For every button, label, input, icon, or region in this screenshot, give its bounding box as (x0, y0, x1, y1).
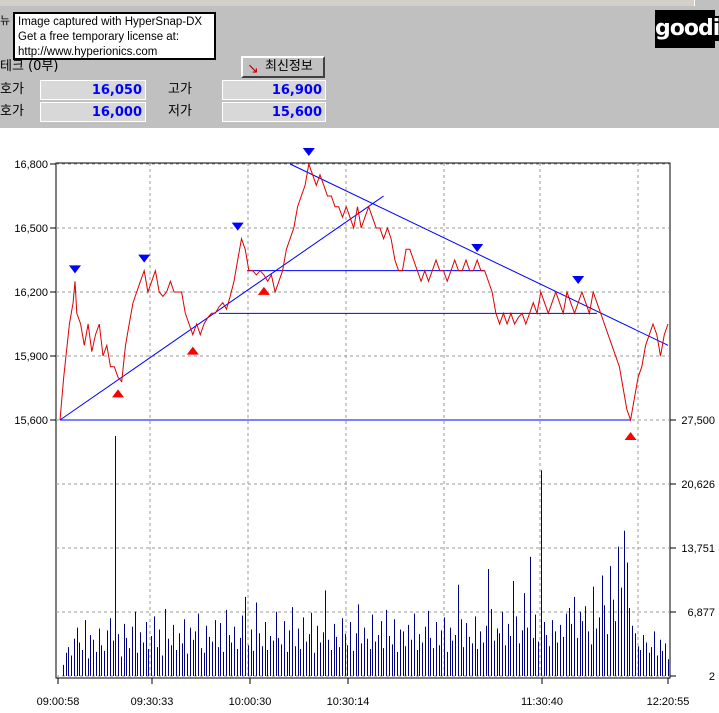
price-tick-label: 16,800 (14, 159, 48, 171)
time-tick-label: 10:00:30 (229, 696, 272, 708)
buy-signal-arrow (111, 389, 124, 398)
sell-signal-arrow (572, 276, 585, 284)
price-tick-label: 16,500 (14, 223, 48, 235)
watermark-line-2: Get a free temporary license at: (18, 31, 180, 43)
high-label: 고가 (146, 80, 222, 100)
time-tick-label: 12:20:55 (647, 696, 690, 708)
refresh-arrow-icon: ↘ (247, 61, 259, 77)
trend-line (59, 195, 384, 421)
watermark-line-1: Image captured with HyperSnap-DX (18, 16, 203, 28)
volume-axis: 27,500 20,626 13,751 6,877 2 (670, 415, 715, 683)
toolbar-label: 뉴 (0, 14, 11, 27)
hypersnap-watermark: Image captured with HyperSnap-DX Get a f… (13, 12, 216, 60)
stock-name-field[interactable]: 테크 (0부) (0, 57, 236, 77)
ask-label: 호가 (0, 80, 40, 100)
volume-bars (63, 435, 669, 676)
volume-tick-label: 2 (709, 671, 715, 683)
trend-lines (59, 163, 669, 421)
watermark-line-3: http://www.hyperionics.com (18, 46, 158, 58)
quote-row-bid: 호가 16,000 저가 15,600 (0, 102, 326, 122)
volume-tick-label: 20,626 (681, 479, 715, 491)
refresh-label: 최신정보 (265, 59, 313, 74)
sell-signal-arrow (471, 244, 484, 252)
buy-signal-arrow (186, 346, 199, 355)
window-control-button[interactable] (694, 0, 719, 6)
low-value: 15,600 (222, 102, 326, 122)
trend-line (289, 163, 669, 346)
ask-value: 16,050 (40, 80, 146, 100)
buy-signal-arrow (624, 432, 637, 440)
logo-text: good (655, 16, 714, 41)
sell-signal-arrow (231, 222, 244, 231)
logo-i: i (712, 16, 719, 41)
buy-signal-arrow (257, 286, 270, 295)
quote-row-ask: 호가 16,050 고가 16,900 (0, 80, 326, 100)
volume-tick-label: 27,500 (681, 415, 715, 427)
price-tick-label: 16,200 (14, 287, 48, 299)
quote-panel: 테크 (0부) ↘ 최신정보 호가 16,050 고가 16,900 호가 16… (0, 56, 719, 128)
sell-signal-arrow (302, 148, 315, 156)
price-tick-label: 15,900 (14, 351, 48, 363)
time-tick-label: 10:30:14 (327, 696, 370, 708)
price-tick-label: 15,600 (14, 415, 48, 427)
high-value: 16,900 (222, 80, 326, 100)
goodi-logo: goodi (655, 10, 719, 48)
time-axis: 09:00:58 09:30:33 10:00:30 10:30:14 11:30:40… (37, 678, 690, 708)
bid-value: 16,000 (40, 102, 146, 122)
sell-signal-arrow (68, 265, 81, 274)
time-tick-label: 11:30:40 (521, 696, 563, 708)
refresh-button[interactable]: ↘ 최신정보 (241, 56, 325, 78)
menu-bar (0, 0, 719, 6)
time-tick-label: 09:30:33 (131, 696, 174, 708)
time-tick-label: 09:00:58 (37, 696, 80, 708)
bid-label: 호가 (0, 102, 40, 122)
sell-signal-arrow (138, 254, 151, 263)
price-axis: 16,800 16,500 16,200 15,900 15,600 (14, 159, 56, 427)
app-toolbar: 뉴 Image captured with HyperSnap-DX Get a… (0, 0, 719, 60)
signal-arrows (68, 148, 637, 440)
price-line (59, 162, 669, 422)
volume-tick-label: 13,751 (681, 543, 715, 555)
volume-tick-label: 6,877 (687, 607, 715, 619)
price-volume-chart: 16,800 16,500 16,200 15,900 15,600 27,500 20,… (0, 128, 719, 713)
low-label: 저가 (146, 102, 222, 122)
